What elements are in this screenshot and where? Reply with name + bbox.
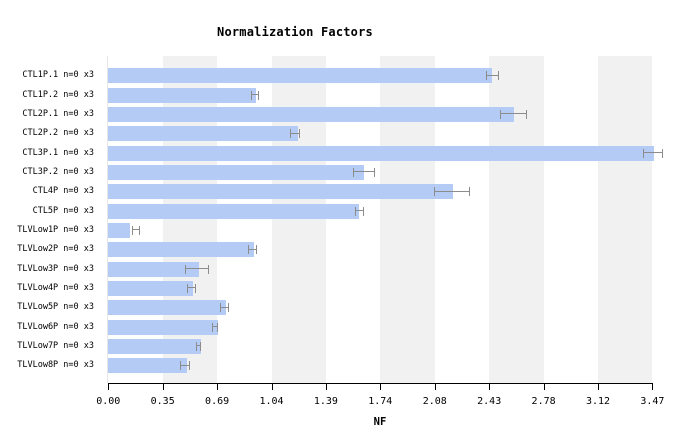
bar — [108, 203, 360, 219]
bar — [108, 358, 187, 374]
error-bar — [352, 167, 375, 177]
bar — [108, 184, 454, 200]
bar — [108, 242, 255, 258]
bar — [108, 126, 298, 142]
bar — [108, 68, 493, 84]
category-label: CTL1P.2 n=0 x3 — [22, 89, 94, 100]
error-bar-line — [252, 94, 258, 96]
x-tick-label: 2.78 — [531, 396, 556, 407]
x-axis-tick — [108, 384, 110, 390]
error-bar — [643, 148, 664, 158]
x-tick-label: 0.35 — [150, 396, 175, 407]
category-label: TLVLow5P n=0 x3 — [17, 302, 94, 313]
plot-left-edge — [107, 56, 108, 383]
error-bar — [196, 341, 201, 351]
bar — [108, 280, 193, 296]
x-axis-tick — [489, 384, 491, 390]
bar — [108, 145, 654, 161]
error-bar — [186, 283, 197, 293]
error-bar — [211, 322, 219, 332]
error-bar — [185, 264, 209, 274]
category-label: TLVLow4P n=0 x3 — [17, 282, 94, 293]
bar — [108, 261, 200, 277]
x-axis-line — [108, 383, 654, 384]
error-bar-line — [291, 132, 299, 134]
x-axis-tick — [652, 384, 654, 390]
error-bar — [247, 245, 258, 255]
error-bar-line — [435, 190, 470, 192]
x-tick-label: 2.43 — [477, 396, 502, 407]
bar — [108, 87, 256, 103]
x-axis-tick — [543, 384, 545, 390]
error-bar-line — [355, 210, 363, 211]
category-label: CTL1P.1 n=0 x3 — [22, 70, 94, 81]
bar — [108, 106, 515, 122]
error-bar-line — [248, 248, 257, 250]
error-bar-line — [197, 345, 200, 347]
bar — [108, 338, 201, 354]
x-tick-label: 1.04 — [259, 396, 284, 407]
chart-title: Normalization Factors — [217, 25, 373, 39]
x-axis-tick — [217, 384, 219, 390]
x-axis-label: NF — [373, 416, 387, 428]
error-bar — [219, 303, 229, 313]
category-label: CTL4P n=0 x3 — [32, 186, 94, 197]
category-label: TLVLow7P n=0 x3 — [17, 340, 94, 351]
grid-band — [271, 56, 326, 383]
category-label: TLVLow6P n=0 x3 — [17, 321, 94, 332]
x-axis-tick — [271, 384, 273, 390]
grid-band — [489, 56, 544, 383]
grid-band — [597, 56, 653, 383]
x-axis-tick — [434, 384, 436, 390]
error-bar — [354, 206, 364, 216]
bar — [108, 319, 219, 335]
error-bar-line — [212, 326, 218, 327]
error-bar — [486, 71, 499, 81]
category-label: TLVLow3P n=0 x3 — [17, 263, 94, 274]
error-bar — [290, 129, 300, 139]
error-bar-line — [501, 113, 526, 115]
x-tick-label: 0.69 — [205, 396, 230, 407]
error-bar-line — [644, 152, 663, 154]
x-tick-label: 3.12 — [585, 396, 611, 407]
category-label: CTL3P.1 n=0 x3 — [22, 147, 94, 158]
category-label: CTL2P.2 n=0 x3 — [22, 128, 94, 139]
error-bar — [131, 225, 140, 235]
category-label: CTL3P.2 n=0 x3 — [22, 166, 94, 177]
grid-band — [380, 56, 435, 383]
category-label: TLVLow1P n=0 x3 — [17, 224, 94, 235]
bar — [108, 164, 364, 180]
error-bar — [251, 90, 259, 100]
category-label: TLVLow8P n=0 x3 — [17, 360, 94, 371]
x-axis-tick — [380, 384, 382, 390]
x-tick-label: 1.74 — [368, 396, 393, 407]
x-tick-label: 2.08 — [422, 396, 447, 407]
x-axis-tick — [598, 384, 599, 390]
bar — [108, 300, 226, 316]
error-bar — [500, 109, 527, 119]
bar — [108, 222, 131, 238]
error-bar-line — [132, 229, 139, 231]
error-bar-line — [220, 306, 228, 308]
error-bar-line — [186, 268, 208, 269]
x-tick-label: 1.39 — [313, 396, 338, 407]
category-label: TLVLow2P n=0 x3 — [17, 244, 94, 255]
x-tick-label: 3.47 — [640, 396, 665, 407]
error-bar-line — [187, 287, 196, 289]
x-tick-label: 0.00 — [96, 396, 121, 407]
error-bar-line — [181, 364, 189, 366]
x-axis-tick — [162, 384, 164, 390]
category-label: CTL2P.1 n=0 x3 — [22, 108, 94, 119]
category-label: CTL5P n=0 x3 — [32, 205, 94, 216]
error-bar — [180, 361, 190, 371]
error-bar — [434, 187, 471, 197]
error-bar-line — [487, 74, 498, 76]
error-bar-line — [353, 171, 374, 173]
x-axis-tick — [325, 384, 327, 390]
